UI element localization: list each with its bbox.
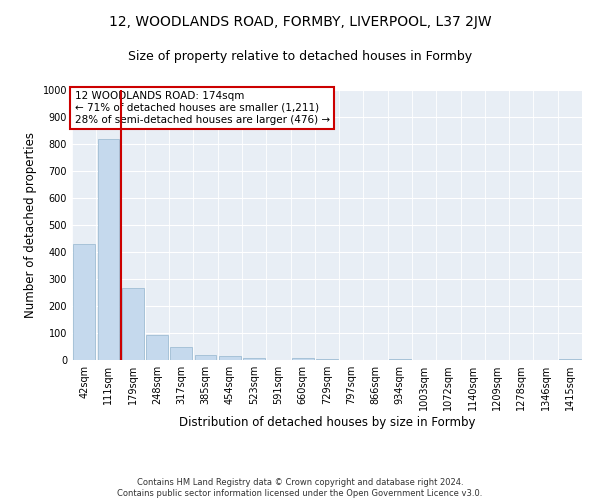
Bar [146, 335, 168, 360]
Bar [97, 138, 119, 360]
Bar [219, 356, 241, 360]
Bar [194, 354, 217, 360]
Text: Size of property relative to detached houses in Formby: Size of property relative to detached ho… [128, 50, 472, 63]
Bar [559, 358, 581, 360]
Bar [243, 358, 265, 360]
Bar [73, 244, 95, 360]
X-axis label: Distribution of detached houses by size in Formby: Distribution of detached houses by size … [179, 416, 475, 429]
Text: 12 WOODLANDS ROAD: 174sqm
← 71% of detached houses are smaller (1,211)
28% of se: 12 WOODLANDS ROAD: 174sqm ← 71% of detac… [74, 92, 329, 124]
Text: 12, WOODLANDS ROAD, FORMBY, LIVERPOOL, L37 2JW: 12, WOODLANDS ROAD, FORMBY, LIVERPOOL, L… [109, 15, 491, 29]
Bar [292, 358, 314, 360]
Text: Contains HM Land Registry data © Crown copyright and database right 2024.
Contai: Contains HM Land Registry data © Crown c… [118, 478, 482, 498]
Bar [122, 288, 143, 360]
Bar [389, 358, 411, 360]
Bar [170, 348, 192, 360]
Y-axis label: Number of detached properties: Number of detached properties [24, 132, 37, 318]
